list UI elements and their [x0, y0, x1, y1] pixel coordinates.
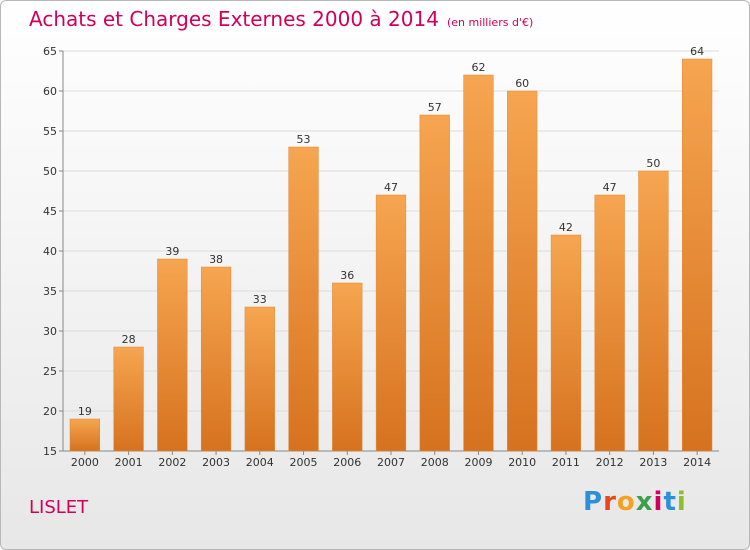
y-tick-label: 30: [43, 325, 57, 338]
y-tick-label: 40: [43, 245, 57, 258]
x-tick-label: 2009: [464, 456, 492, 469]
bar-value-label: 57: [428, 101, 442, 114]
logo-letter: P: [583, 487, 604, 517]
bar-2003: [200, 266, 232, 452]
bar-value-label: 50: [646, 157, 660, 170]
x-tick-label: 2007: [377, 456, 405, 469]
x-tick-label: 2005: [290, 456, 318, 469]
bar-value-label: 42: [559, 221, 573, 234]
x-tick-label: 2014: [683, 456, 711, 469]
bar-2014: [682, 58, 713, 452]
y-tick-label: 65: [43, 45, 57, 58]
x-tick-label: 2002: [158, 456, 186, 469]
bar-value-label: 64: [690, 45, 704, 58]
bar-2008: [419, 114, 450, 452]
labels: 19 2000 28 2001 39 2002 38 2003 33 2004 53 2005 36 20…: [71, 45, 711, 469]
bar-value-label: 39: [165, 245, 179, 258]
bar-value-label: 47: [384, 181, 398, 194]
logo-letter: x: [635, 487, 654, 517]
x-tick-label: 2006: [333, 456, 361, 469]
logo-letter: t: [663, 487, 677, 517]
chart-title: Achats et Charges Externes 2000 à 2014 (e…: [29, 7, 533, 31]
logo-letter: o: [616, 487, 636, 517]
x-tick-label: 2011: [552, 456, 580, 469]
bar-value-label: 33: [253, 293, 267, 306]
logo-letter: i: [653, 487, 664, 517]
y-tick-label: 55: [43, 125, 57, 138]
x-tick-label: 2012: [596, 456, 624, 469]
x-tick-label: 2003: [202, 456, 230, 469]
logo-letter: r: [603, 487, 617, 517]
bar-2006: [332, 282, 363, 452]
bar-value-label: 36: [340, 269, 354, 282]
y-tick-label: 15: [43, 445, 57, 458]
bars: [69, 58, 713, 452]
x-tick-label: 2000: [71, 456, 99, 469]
y-tick-label: 20: [43, 405, 57, 418]
bar-2010: [507, 90, 538, 452]
proxiti-logo[interactable]: Proxiti: [583, 487, 687, 517]
bar-2002: [157, 258, 188, 452]
x-tick-label: 2013: [639, 456, 667, 469]
bar-2013: [638, 170, 669, 452]
bar-2009: [463, 74, 494, 452]
chart-unit: (en milliers d'€): [446, 16, 534, 29]
bar-value-label: 62: [471, 61, 485, 74]
bar-2004: [244, 306, 275, 452]
bar-value-label: 28: [122, 333, 136, 346]
chart-title-text: Achats et Charges Externes 2000 à 2014: [29, 7, 439, 31]
bar-2007: [375, 194, 407, 452]
bar-2011: [550, 234, 582, 452]
y-tick-label: 60: [43, 85, 57, 98]
bar-value-label: 60: [515, 77, 529, 90]
y-tick-label: 35: [43, 285, 57, 298]
bar-value-label: 38: [209, 253, 223, 266]
commune-name: LISLET: [29, 497, 89, 518]
bar-value-label: 19: [78, 405, 92, 418]
bar-2000: [69, 418, 100, 452]
bar-2012: [594, 194, 625, 452]
logo-letter: i: [676, 487, 687, 517]
bar-value-label: 53: [297, 133, 311, 146]
y-tick-label: 25: [43, 365, 57, 378]
y-tick-label: 50: [43, 165, 57, 178]
x-tick-label: 2004: [246, 456, 274, 469]
x-tick-label: 2001: [115, 456, 143, 469]
bar-2005: [288, 146, 319, 452]
y-tick-label: 45: [43, 205, 57, 218]
bar-2001: [113, 346, 144, 452]
bar-value-label: 47: [603, 181, 617, 194]
x-tick-label: 2008: [421, 456, 449, 469]
x-tick-label: 2010: [508, 456, 536, 469]
